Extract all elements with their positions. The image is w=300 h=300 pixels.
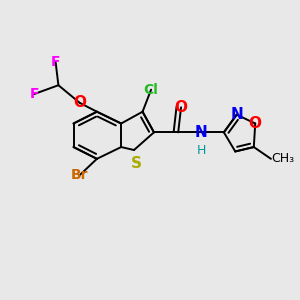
Text: N: N — [195, 125, 207, 140]
Text: H: H — [196, 144, 206, 157]
Text: CH₃: CH₃ — [271, 152, 294, 165]
Text: O: O — [175, 100, 188, 115]
Text: N: N — [230, 107, 243, 122]
Text: O: O — [249, 116, 262, 131]
Text: Cl: Cl — [144, 82, 159, 97]
Text: F: F — [29, 87, 39, 101]
Text: O: O — [73, 95, 86, 110]
Text: F: F — [51, 55, 60, 69]
Text: Br: Br — [71, 168, 88, 182]
Text: S: S — [131, 156, 142, 171]
